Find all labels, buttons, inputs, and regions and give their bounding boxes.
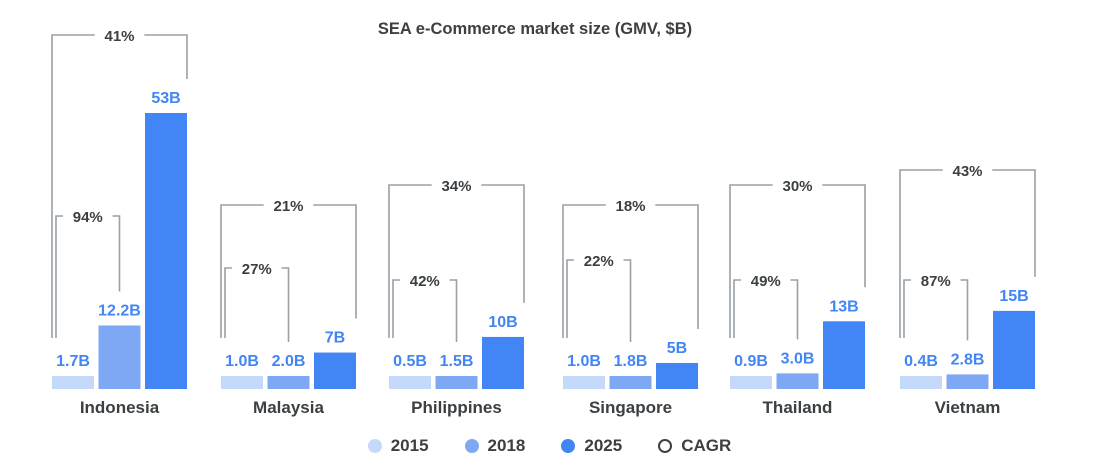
legend-swatch-2015: [367, 439, 382, 453]
cagr-outer-philippines-line: [388, 184, 525, 338]
legend-label-cagr: CAGR: [681, 436, 732, 455]
data-label-vietnam-2025: 15B: [999, 288, 1028, 305]
data-label-malaysia-2015: 1.0B: [225, 353, 259, 370]
cagr-inner-vietnam-line: [903, 279, 969, 341]
legend-label-2015: 2015: [390, 436, 429, 455]
chart-title: SEA e-Commerce market size (GMV, $B): [377, 20, 693, 38]
cagr-outer-philippines-label: 34%: [441, 178, 471, 195]
category-label-thailand: Thailand: [763, 398, 833, 417]
data-label-indonesia-2025: 53B: [151, 90, 180, 107]
legend-item-cagr: CAGR: [658, 436, 731, 456]
legend-swatch-cagr: [658, 439, 673, 453]
data-label-vietnam-2015: 0.4B: [904, 353, 938, 370]
bar-malaysia-2015: [221, 376, 263, 389]
data-label-malaysia-2018: 2.0B: [272, 353, 306, 370]
data-label-thailand-2018: 3.0B: [781, 350, 815, 367]
cagr-inner-singapore-line: [566, 259, 632, 342]
data-label-philippines-2018: 1.5B: [440, 353, 474, 370]
legend-label-2025: 2025: [584, 436, 623, 455]
cagr-inner-indonesia-label: 94%: [73, 209, 103, 226]
legend-swatch-2018: [464, 439, 479, 453]
cagr-outer-indonesia-line: [51, 34, 188, 338]
cagr-outer-thailand-label: 30%: [782, 178, 812, 195]
cagr-outer-vietnam-line: [899, 169, 1036, 338]
bar-thailand-2025: [823, 321, 865, 389]
cagr-inner-indonesia-line: [55, 215, 121, 338]
legend-item-2015: 2015: [367, 436, 429, 456]
bar-malaysia-2018: [267, 376, 310, 389]
bar-philippines-2015: [389, 376, 431, 389]
cagr-inner-thailand-label: 49%: [751, 273, 781, 290]
bar-philippines-2018: [435, 376, 478, 389]
legend: 2015 2018 2025 CAGR: [0, 436, 1099, 456]
bar-singapore-2025: [656, 362, 698, 389]
bar-vietnam-2025: [993, 310, 1035, 389]
data-label-indonesia-2018: 12.2B: [98, 302, 141, 319]
bar-vietnam-2015: [900, 376, 942, 389]
data-label-singapore-2025: 5B: [667, 340, 687, 357]
bar-malaysia-2025: [314, 352, 356, 389]
cagr-inner-philippines-line: [392, 279, 458, 342]
legend-item-2018: 2018: [464, 436, 526, 456]
cagr-outer-malaysia-line: [220, 204, 357, 338]
category-label-singapore: Singapore: [589, 398, 672, 417]
bar-singapore-2015: [563, 376, 605, 389]
cagr-outer-thailand-line: [729, 184, 866, 338]
cagr-outer-vietnam-label: 43%: [952, 163, 982, 180]
category-label-vietnam: Vietnam: [935, 398, 1001, 417]
data-label-indonesia-2015: 1.7B: [56, 353, 90, 370]
cagr-inner-malaysia-line: [224, 267, 290, 342]
legend-item-2025: 2025: [561, 436, 622, 456]
bar-philippines-2025: [482, 336, 524, 389]
bar-thailand-2015: [730, 376, 772, 389]
cagr-inner-thailand-line: [733, 279, 799, 340]
category-label-philippines: Philippines: [411, 398, 502, 417]
data-label-philippines-2025: 10B: [488, 314, 517, 331]
cagr-inner-malaysia-label: 27%: [242, 261, 272, 278]
category-label-indonesia: Indonesia: [80, 398, 160, 417]
data-label-philippines-2015: 0.5B: [393, 353, 427, 370]
cagr-inner-philippines-label: 42%: [410, 273, 440, 290]
bar-indonesia-2018: [98, 325, 141, 389]
data-label-vietnam-2018: 2.8B: [951, 351, 985, 368]
data-label-singapore-2015: 1.0B: [567, 353, 601, 370]
cagr-outer-indonesia-label: 41%: [104, 28, 134, 45]
cagr-outer-singapore-line: [562, 204, 699, 338]
data-label-malaysia-2025: 7B: [325, 330, 345, 347]
legend-swatch-2025: [561, 439, 576, 453]
legend-label-2018: 2018: [487, 436, 526, 455]
data-label-thailand-2025: 13B: [829, 298, 858, 315]
bar-vietnam-2018: [946, 374, 989, 389]
data-label-singapore-2018: 1.8B: [614, 353, 648, 370]
data-label-thailand-2015: 0.9B: [734, 353, 768, 370]
bar-indonesia-2015: [52, 376, 94, 389]
bar-indonesia-2025: [145, 113, 187, 389]
cagr-outer-singapore-label: 18%: [615, 198, 645, 215]
bar-thailand-2018: [776, 373, 819, 389]
bar-singapore-2018: [609, 376, 652, 389]
category-label-malaysia: Malaysia: [253, 398, 324, 417]
cagr-inner-singapore-label: 22%: [584, 253, 614, 270]
cagr-inner-vietnam-label: 87%: [921, 273, 951, 290]
cagr-outer-malaysia-label: 21%: [273, 198, 303, 215]
